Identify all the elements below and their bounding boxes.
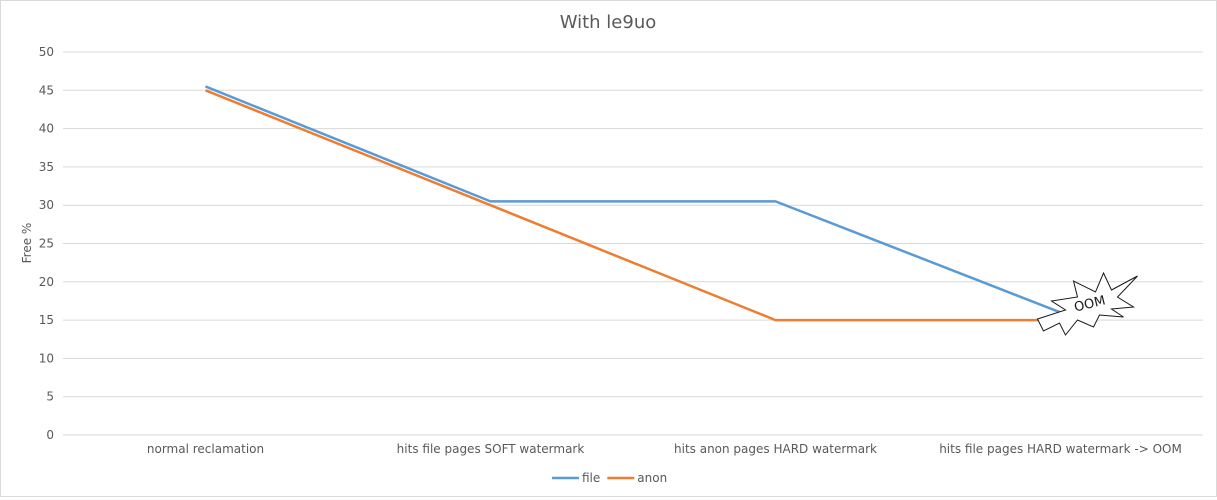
y-tick-label: 15	[39, 313, 54, 327]
legend-label-anon: anon	[637, 471, 667, 485]
y-tick-label: 10	[39, 351, 54, 365]
gridlines	[63, 52, 1203, 435]
y-tick-label: 45	[39, 83, 54, 97]
y-tick-label: 5	[46, 390, 54, 404]
y-tick-label: 20	[39, 275, 54, 289]
y-tick-label: 40	[39, 122, 54, 136]
y-tick-label: 35	[39, 160, 54, 174]
x-axis-ticks: normal reclamation hits file pages SOFT w…	[147, 442, 1182, 456]
series-line-file	[206, 86, 1061, 312]
legend: file anon	[552, 471, 667, 485]
y-axis-label: Free %	[20, 223, 34, 264]
y-tick-label: 30	[39, 198, 54, 212]
legend-label-file: file	[582, 471, 600, 485]
y-tick-label: 0	[46, 428, 54, 442]
x-tick-label: hits anon pages HARD watermark	[674, 442, 877, 456]
chart-title: With le9uo	[560, 12, 657, 33]
series-lines	[205, 86, 1060, 320]
x-tick-label: hits file pages SOFT watermark	[397, 442, 585, 456]
y-tick-label: 50	[39, 45, 54, 59]
x-tick-label: normal reclamation	[147, 442, 264, 456]
y-tick-label: 25	[39, 237, 54, 251]
x-tick-label: hits file pages HARD watermark -> OOM	[939, 442, 1182, 456]
y-axis-ticks: 0 5 10 15 20 25 30 35 40 45 50	[39, 45, 54, 442]
